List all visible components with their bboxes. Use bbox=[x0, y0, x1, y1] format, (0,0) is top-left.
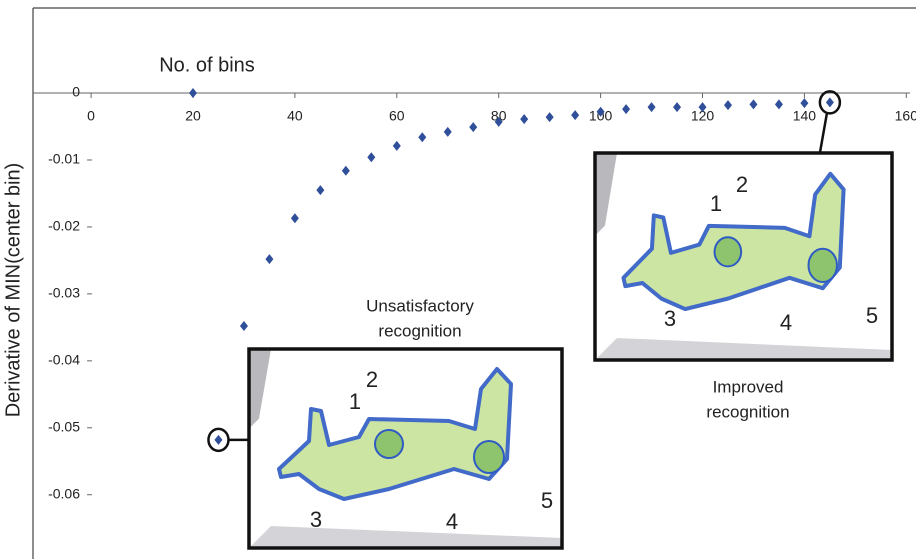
y-tick-label: -0.05 bbox=[48, 418, 80, 434]
point bbox=[826, 97, 834, 107]
x-tick-label: 0 bbox=[87, 108, 95, 124]
point bbox=[291, 213, 299, 223]
part-hole bbox=[474, 441, 504, 473]
part-label: 4 bbox=[780, 310, 792, 335]
point bbox=[418, 132, 426, 142]
connector bbox=[820, 113, 827, 153]
x-tick-label: 20 bbox=[185, 108, 201, 124]
x-axis-title: No. of bins bbox=[159, 54, 255, 76]
part-hole bbox=[808, 249, 836, 282]
y-tick-label: -0.04 bbox=[48, 352, 80, 368]
x-tick-label: 140 bbox=[793, 108, 817, 124]
point bbox=[367, 152, 375, 162]
part-label: 5 bbox=[541, 488, 553, 513]
point bbox=[571, 110, 579, 120]
part-label: 1 bbox=[349, 389, 361, 414]
x-tick-label: 60 bbox=[389, 108, 405, 124]
point bbox=[316, 185, 324, 195]
x-tick-label: 160 bbox=[895, 108, 916, 124]
point bbox=[673, 102, 681, 112]
point bbox=[189, 88, 197, 98]
y-tick-label: -0.03 bbox=[48, 285, 80, 301]
point bbox=[622, 104, 630, 114]
part-label: 2 bbox=[736, 172, 748, 197]
point bbox=[469, 122, 477, 132]
y-tick-label: -0.02 bbox=[48, 218, 80, 234]
annotation: Unsatisfactory bbox=[366, 296, 474, 315]
x-tick-label: 40 bbox=[287, 108, 303, 124]
y-tick-label: -0.01 bbox=[48, 151, 80, 167]
annotation: recognition bbox=[378, 321, 461, 340]
y-axis-title: Derivative of MIN(center bin) bbox=[2, 163, 24, 418]
annotation: Improved bbox=[713, 377, 784, 396]
point bbox=[648, 102, 656, 112]
point bbox=[214, 435, 222, 445]
y-tick-label: 0 bbox=[72, 84, 80, 100]
point bbox=[342, 166, 350, 176]
part-label: 2 bbox=[366, 367, 378, 392]
point bbox=[240, 321, 248, 331]
part-label: 3 bbox=[664, 306, 676, 331]
y-tick-label: -0.06 bbox=[48, 485, 80, 501]
point bbox=[393, 141, 401, 151]
annotation: recognition bbox=[706, 402, 789, 421]
point bbox=[520, 114, 528, 124]
point bbox=[775, 99, 783, 109]
point bbox=[749, 99, 757, 109]
point bbox=[800, 98, 808, 108]
point bbox=[444, 127, 452, 137]
part-label: 1 bbox=[710, 191, 722, 216]
part-hole bbox=[375, 430, 403, 458]
point bbox=[546, 112, 554, 122]
point bbox=[265, 254, 273, 264]
point bbox=[724, 100, 732, 110]
part-hole bbox=[715, 237, 742, 266]
part-label: 3 bbox=[310, 507, 322, 532]
inset bbox=[249, 349, 562, 548]
part-label: 4 bbox=[446, 509, 458, 534]
chart: No. of bins Derivative of MIN(center bin… bbox=[0, 0, 916, 559]
part-label: 5 bbox=[866, 303, 878, 328]
